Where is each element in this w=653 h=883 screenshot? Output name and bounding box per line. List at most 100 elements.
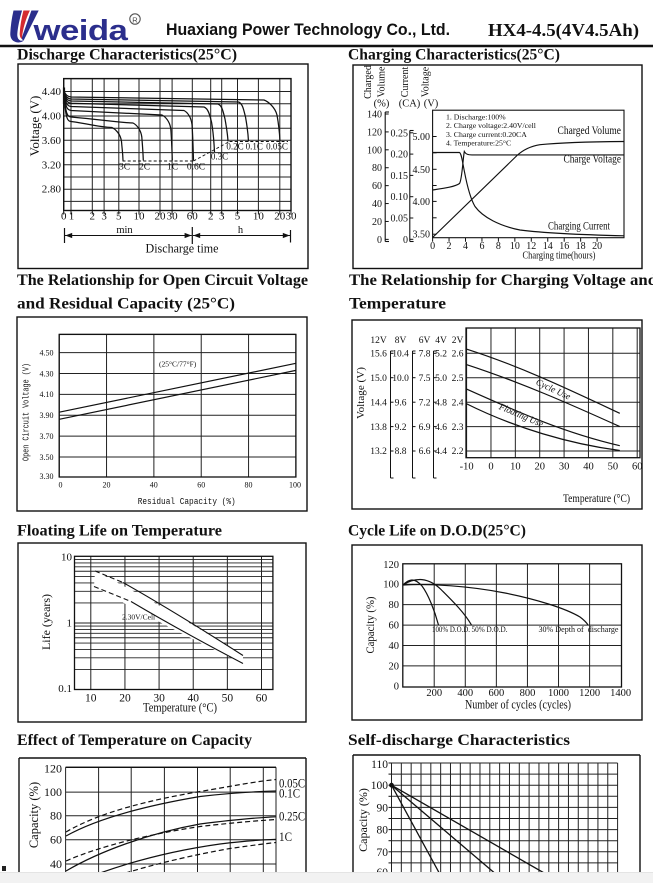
svg-text:4: 4 [463,241,468,252]
svg-text:The Relationship for Open Circ: The Relationship for Open Circuit Voltag… [17,272,308,289]
svg-text:80: 80 [245,481,253,490]
svg-text:4V: 4V [435,336,447,346]
svg-text:0: 0 [394,682,399,693]
svg-text:80: 80 [372,163,382,174]
svg-text:2C: 2C [139,163,150,173]
svg-text:weida: weida [32,15,128,46]
svg-text:Cycle Life on D.O.D(25°C): Cycle Life on D.O.D(25°C) [348,523,526,540]
svg-text:7.2: 7.2 [419,398,431,408]
svg-text:4.50: 4.50 [40,348,54,357]
svg-text:4. Temperature:25°C: 4. Temperature:25°C [446,139,511,148]
svg-text:40: 40 [372,199,382,210]
svg-text:10: 10 [85,693,97,705]
svg-text:3.50: 3.50 [40,453,54,462]
svg-text:100: 100 [371,780,389,792]
svg-text:0.1C: 0.1C [246,142,263,152]
svg-text:5.2: 5.2 [435,350,447,360]
svg-text:20: 20 [103,481,111,490]
svg-text:Capacity (%): Capacity (%) [27,782,41,848]
svg-text:2.80: 2.80 [42,184,62,196]
svg-text:0: 0 [488,462,493,473]
svg-text:Life (years): Life (years) [39,594,53,650]
svg-text:1C: 1C [279,830,292,844]
svg-text:Floating Life on Temperature: Floating Life on Temperature [17,523,222,540]
svg-text:2.6: 2.6 [452,350,464,360]
svg-text:9.2: 9.2 [395,423,407,433]
svg-text:4.40: 4.40 [42,86,62,98]
svg-text:60: 60 [389,621,400,632]
svg-text:3.60: 3.60 [42,135,62,147]
svg-text:100: 100 [383,580,399,591]
svg-text:10: 10 [510,462,521,473]
svg-text:Charged Volume: Charged Volume [558,125,622,137]
svg-text:4.00: 4.00 [42,111,62,123]
svg-text:0.20: 0.20 [391,150,409,161]
svg-text:4.00: 4.00 [413,197,431,208]
svg-text:10: 10 [61,552,73,564]
svg-text:Voltage (V): Voltage (V) [356,367,367,419]
svg-text:3.90: 3.90 [40,411,54,420]
svg-text:Charging Current: Charging Current [548,221,611,233]
svg-text:Huaxiang Power Technology Co.,: Huaxiang Power Technology Co., Ltd. [166,21,450,39]
svg-text:40: 40 [150,481,158,490]
svg-text:Residual Capacity (%): Residual Capacity (%) [138,497,236,507]
svg-text:0.3C: 0.3C [211,151,228,161]
svg-text:0: 0 [59,481,63,490]
svg-text:15.0: 15.0 [370,374,387,384]
svg-text:1400: 1400 [610,688,631,699]
svg-text:(CA): (CA) [399,99,421,110]
svg-text:Temperature (°C): Temperature (°C) [563,493,630,505]
svg-text:5.0: 5.0 [435,374,447,384]
svg-text:90: 90 [377,802,389,814]
svg-text:3: 3 [101,211,107,223]
svg-text:40: 40 [187,693,199,705]
svg-text:2V: 2V [452,336,464,346]
svg-text:10.4: 10.4 [392,350,409,360]
svg-text:30: 30 [559,462,570,473]
svg-text:Volume: Volume [377,66,388,97]
svg-text:7.8: 7.8 [419,350,431,360]
svg-text:16: 16 [559,241,569,252]
svg-text:4.10: 4.10 [40,390,54,399]
svg-text:6.9: 6.9 [419,423,431,433]
svg-text:Number of cycles (cycles): Number of cycles (cycles) [465,697,571,712]
svg-text:1200: 1200 [579,688,600,699]
svg-text:3C: 3C [119,163,130,173]
svg-text:0.05: 0.05 [391,214,409,225]
svg-text:Voltage (V): Voltage (V) [27,96,42,157]
svg-text:4.30: 4.30 [40,369,54,378]
svg-text:120: 120 [383,560,399,571]
svg-text:120: 120 [367,127,382,138]
svg-text:Capacity (%): Capacity (%) [365,596,377,653]
svg-text:2. Charge voltage:2.40V/cell: 2. Charge voltage:2.40V/cell [446,121,537,130]
svg-text:5: 5 [235,211,241,223]
svg-text:Voltage: Voltage [421,66,432,97]
svg-text:600: 600 [488,688,504,699]
svg-text:80: 80 [389,600,400,611]
svg-text:-10: -10 [460,462,474,473]
svg-text:100% D.O.D.: 100% D.O.D. [432,625,470,634]
svg-text:30% Depth of discharge: 30% Depth of discharge [539,625,619,634]
svg-text:Floating Use: Floating Use [496,402,544,430]
svg-text:14.4: 14.4 [370,398,387,408]
svg-text:3.30: 3.30 [40,472,54,481]
svg-text:HX4-4.5(4V4.5Ah): HX4-4.5(4V4.5Ah) [488,20,639,40]
svg-text:4.6: 4.6 [435,423,447,433]
svg-text:140: 140 [367,110,382,121]
svg-text:18: 18 [576,241,586,252]
svg-text:0: 0 [61,211,67,223]
svg-text:10: 10 [253,211,265,223]
svg-text:20: 20 [389,661,400,672]
svg-text:10.0: 10.0 [392,374,409,384]
svg-text:4.8: 4.8 [435,398,447,408]
svg-text:50: 50 [608,462,619,473]
svg-text:100: 100 [44,785,62,799]
svg-text:8V: 8V [395,336,407,346]
svg-text:2: 2 [90,211,96,223]
svg-text:13.8: 13.8 [370,423,387,433]
svg-text:2: 2 [447,241,452,252]
svg-text:80: 80 [50,809,62,823]
svg-text:Discharge time: Discharge time [146,241,219,256]
svg-text:1000: 1000 [548,688,569,699]
svg-text:2: 2 [208,211,214,223]
